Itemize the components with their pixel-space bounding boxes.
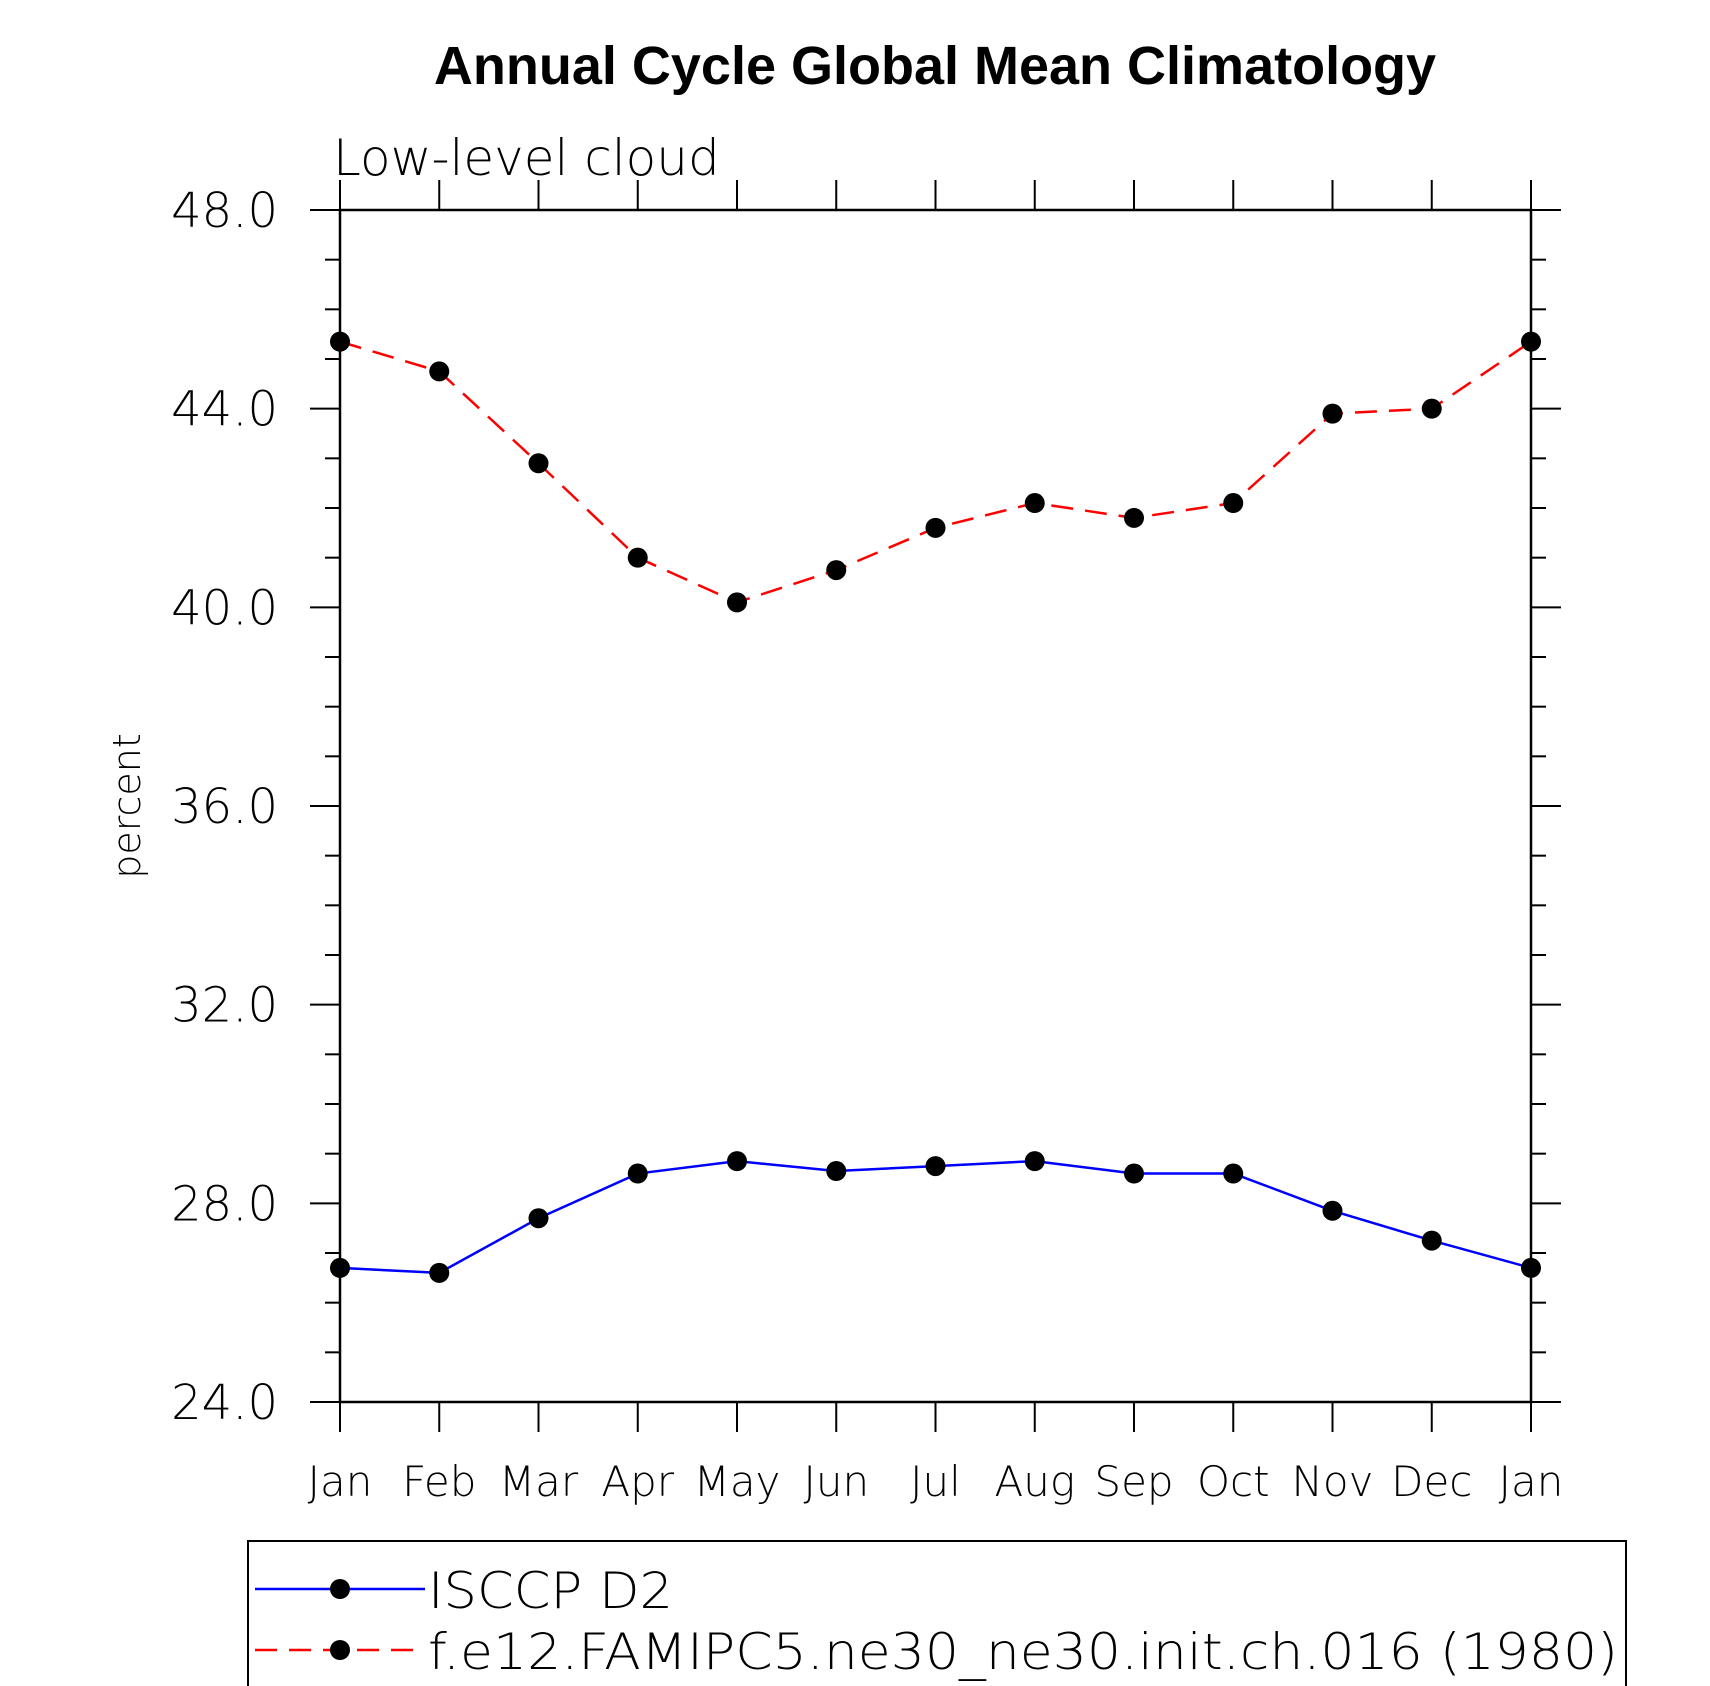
data-point	[826, 1161, 847, 1182]
data-point	[1223, 493, 1244, 514]
data-point	[925, 517, 946, 538]
legend: ISCCP D2f.e12.FAMIPC5.ne30_ne30.init.ch.…	[247, 1540, 1627, 1686]
y-tick-label: 48.0	[171, 183, 278, 239]
plot-frame	[338, 208, 1533, 1404]
data-point	[1421, 398, 1442, 419]
x-tick-label: Jun	[803, 1457, 869, 1506]
y-tick-label: 32.0	[171, 978, 278, 1034]
y-axis-ticks: 24.0 28.0 32.0 36.0 40.0 44.0 48.0	[171, 183, 1561, 1431]
x-tick-label: May	[694, 1457, 781, 1506]
data-point	[1124, 1163, 1144, 1184]
legend-marker	[330, 1640, 350, 1660]
legend-box	[247, 1540, 1627, 1686]
chart-subtitle: Low-level cloud	[333, 129, 720, 187]
data-point	[1322, 1200, 1343, 1221]
data-point	[1024, 493, 1045, 514]
y-axis-label: percent	[105, 733, 149, 879]
data-point	[1024, 1151, 1045, 1172]
data-point	[925, 1156, 946, 1177]
data-point	[330, 331, 350, 352]
y-tick-label: 36.0	[171, 779, 278, 835]
series-line-1	[339, 1159, 1532, 1275]
data-point	[1521, 331, 1541, 352]
legend-marker	[330, 1579, 350, 1599]
data-point	[627, 547, 648, 568]
x-axis-ticks: Jan Feb Mar Apr May Jun Jul Aug Sep Oct Nov Dec Jan	[308, 180, 1564, 1506]
data-point	[429, 1262, 450, 1283]
data-point	[1124, 507, 1144, 528]
legend-items: ISCCP D2f.e12.FAMIPC5.ne30_ne30.init.ch.…	[255, 1562, 1618, 1681]
x-tick-label: Jan	[1499, 1457, 1564, 1506]
series-layer	[330, 331, 1541, 1283]
x-tick-label: Jul	[910, 1457, 961, 1506]
x-tick-label: Feb	[402, 1457, 476, 1506]
legend-label-1: ISCCP D2	[428, 1562, 673, 1620]
x-tick-label: Oct	[1197, 1457, 1270, 1506]
series-line-2	[339, 340, 1532, 604]
y-tick-label: 24.0	[171, 1375, 278, 1431]
data-point	[429, 361, 450, 382]
data-point	[1322, 403, 1343, 424]
chart-title: Annual Cycle Global Mean Climatology	[434, 36, 1436, 96]
data-point	[826, 560, 847, 581]
data-point	[727, 592, 747, 613]
x-tick-label: Apr	[601, 1457, 674, 1506]
data-point	[1421, 1230, 1442, 1251]
x-tick-label: Jan	[308, 1457, 373, 1506]
y-tick-label: 40.0	[171, 580, 278, 636]
x-tick-label: Sep	[1094, 1457, 1173, 1506]
data-point	[727, 1151, 747, 1172]
x-tick-label: Aug	[994, 1457, 1075, 1506]
y-tick-label: 44.0	[171, 382, 278, 438]
data-point	[1223, 1163, 1244, 1184]
data-point	[528, 453, 549, 474]
x-tick-label: Nov	[1292, 1457, 1374, 1506]
data-point	[330, 1257, 350, 1278]
data-point	[1521, 1257, 1541, 1278]
x-tick-label: Dec	[1391, 1457, 1472, 1506]
x-tick-label: Mar	[499, 1457, 579, 1506]
data-point	[528, 1208, 549, 1229]
data-point	[627, 1163, 648, 1184]
y-tick-label: 28.0	[171, 1176, 278, 1232]
legend-label-2: f.e12.FAMIPC5.ne30_ne30.init.ch.016 (198…	[428, 1623, 1618, 1681]
